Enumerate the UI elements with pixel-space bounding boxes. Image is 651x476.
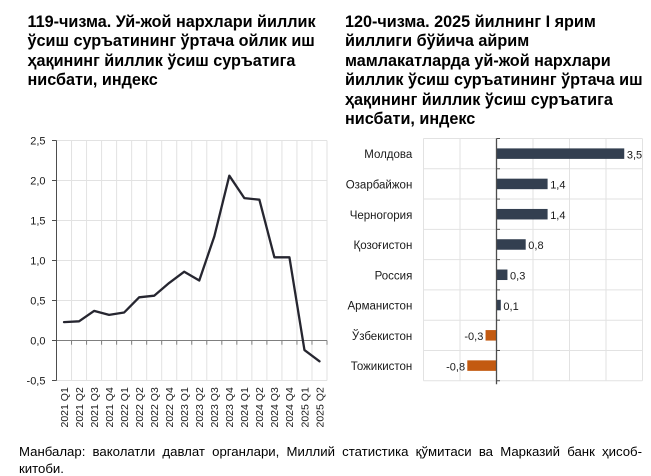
- svg-text:1,0: 1,0: [30, 255, 45, 267]
- svg-text:2022 Q3: 2022 Q3: [149, 387, 161, 427]
- svg-text:Молдова: Молдова: [364, 149, 413, 161]
- svg-text:2023 Q4: 2023 Q4: [224, 387, 236, 427]
- svg-text:2022 Q2: 2022 Q2: [134, 387, 146, 427]
- svg-text:0,3: 0,3: [510, 270, 525, 282]
- svg-text:2021 Q1: 2021 Q1: [59, 387, 71, 427]
- svg-text:2024 Q3: 2024 Q3: [269, 387, 281, 427]
- svg-text:0,5: 0,5: [30, 295, 45, 307]
- svg-text:2022 Q1: 2022 Q1: [119, 387, 131, 427]
- svg-text:2023 Q1: 2023 Q1: [179, 387, 191, 427]
- svg-text:2021 Q4: 2021 Q4: [104, 387, 116, 427]
- svg-text:2024 Q1: 2024 Q1: [239, 387, 251, 427]
- svg-text:2023 Q2: 2023 Q2: [194, 387, 206, 427]
- svg-text:-0,5: -0,5: [27, 375, 46, 387]
- svg-text:Россия: Россия: [375, 270, 413, 282]
- svg-text:0,8: 0,8: [528, 240, 543, 252]
- svg-text:Қозоғистон: Қозоғистон: [354, 240, 413, 252]
- svg-text:-0,3: -0,3: [464, 331, 483, 343]
- svg-text:0,1: 0,1: [503, 301, 518, 313]
- svg-text:2021 Q3: 2021 Q3: [89, 387, 101, 427]
- svg-text:1,4: 1,4: [550, 210, 565, 222]
- svg-text:-0,8: -0,8: [446, 361, 465, 373]
- svg-text:2024 Q4: 2024 Q4: [284, 387, 296, 427]
- svg-text:Арманистон: Арманистон: [348, 301, 413, 313]
- svg-text:1,4: 1,4: [550, 180, 565, 192]
- svg-text:2025 Q1: 2025 Q1: [299, 387, 311, 427]
- svg-text:Тожикистон: Тожикистон: [351, 361, 413, 373]
- svg-text:2022 Q4: 2022 Q4: [164, 387, 176, 427]
- svg-text:2,0: 2,0: [30, 175, 45, 187]
- svg-text:3,5: 3,5: [627, 149, 642, 161]
- svg-text:0,0: 0,0: [30, 335, 45, 347]
- svg-text:2023 Q3: 2023 Q3: [209, 387, 221, 427]
- svg-text:Ўзбекистон: Ўзбекистон: [352, 330, 412, 343]
- svg-text:1,5: 1,5: [30, 215, 45, 227]
- svg-text:2,5: 2,5: [30, 135, 45, 147]
- svg-text:2024 Q2: 2024 Q2: [254, 387, 266, 427]
- svg-text:Черногория: Черногория: [350, 210, 413, 222]
- svg-text:Озарбайжон: Озарбайжон: [346, 180, 413, 192]
- svg-text:2025 Q2: 2025 Q2: [314, 387, 326, 427]
- svg-text:2021 Q2: 2021 Q2: [74, 387, 86, 427]
